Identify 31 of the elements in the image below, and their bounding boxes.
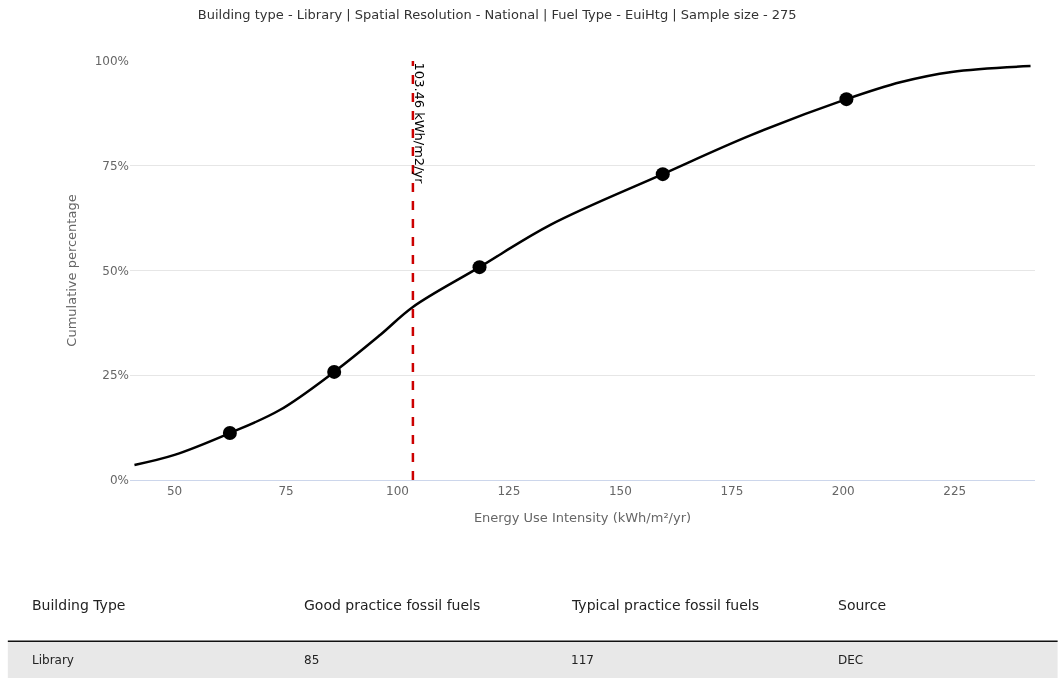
ref-line-label: 103.46 kWh/m2/yr bbox=[412, 62, 428, 185]
text: 85 bbox=[304, 653, 320, 667]
x-tick-label: 150 bbox=[608, 484, 632, 499]
point bbox=[327, 364, 342, 379]
y-tick-label: 50% bbox=[102, 263, 129, 278]
y-tick-label: 75% bbox=[102, 158, 129, 173]
y-tick-label: 0% bbox=[109, 473, 129, 488]
point bbox=[222, 426, 237, 441]
x-tick-label: 200 bbox=[831, 484, 855, 499]
x-tick-label: 75 bbox=[278, 484, 294, 499]
x-axis-title: Energy Use Intensity (kWh/m²/yr) bbox=[473, 510, 692, 525]
text: 117 bbox=[571, 653, 594, 667]
line-series bbox=[133, 64, 1032, 467]
chart-title: Building type - Library | Spatial Resolution - National | Fuel Type - EuiHtg | Sample size - 275 bbox=[197, 7, 797, 23]
y-tick-label: 100% bbox=[94, 54, 129, 69]
text: Library bbox=[32, 653, 74, 667]
text: Source bbox=[838, 597, 887, 613]
point bbox=[655, 167, 670, 182]
text: Good practice fossil fuels bbox=[304, 597, 481, 613]
x-tick-label: 100 bbox=[386, 484, 409, 499]
point bbox=[839, 92, 854, 107]
y-tick-label: 25% bbox=[102, 368, 129, 383]
x-tick-label: 175 bbox=[720, 484, 744, 499]
x-tick-label: 225 bbox=[943, 484, 967, 499]
point bbox=[472, 260, 487, 275]
x-tick-label: 50 bbox=[166, 484, 183, 499]
text: DEC bbox=[838, 653, 864, 667]
x-tick-label: 125 bbox=[497, 484, 521, 499]
text: Typical practice fossil fuels bbox=[571, 597, 760, 613]
text: Building Type bbox=[32, 597, 126, 613]
y-axis-title: Cumulative percentage bbox=[63, 194, 79, 347]
